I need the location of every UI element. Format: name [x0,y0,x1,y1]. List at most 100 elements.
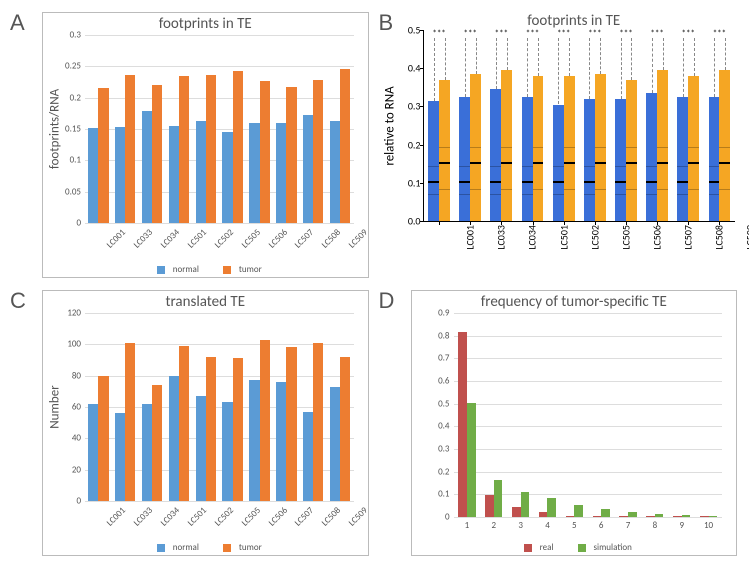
x-label: LC507 [293,227,316,250]
panel-label-d: D [379,288,395,314]
bar [179,76,189,223]
bar [494,480,503,517]
bar [222,132,232,223]
chart-c-title: translated TE [43,293,368,311]
x-label: LC505 [239,505,262,528]
bar [566,516,575,517]
panel-a: A footprints in TE footprints/RNA 00.050… [8,8,373,282]
bar [115,413,125,501]
bar [539,512,548,517]
x-label: 3 [518,520,523,531]
x-label: LC502 [212,505,235,528]
legend-item: simulation [570,542,632,553]
legend-c: normaltumor [43,542,368,553]
bar [646,516,655,517]
x-label: LC509 [347,227,370,250]
boxplot-box [584,99,595,221]
bar [88,404,98,501]
boxplot-box [428,101,439,221]
x-label: LC507 [682,225,695,250]
plot-area-d: 00.10.20.30.40.50.60.70.80.912345678910 [454,313,723,517]
x-label: 6 [599,520,604,531]
plot-area-a: footprints/RNA 00.050.10.150.20.250.3LC0… [85,35,354,223]
legend-a: normal tumor [43,264,368,275]
bar [88,128,98,223]
bar [303,412,313,501]
x-label: 9 [679,520,684,531]
bar [467,403,476,517]
bar [233,358,243,501]
panel-d: D frequency of tumor-specific TE 00.10.2… [377,286,742,560]
bar [233,71,243,223]
x-label: 2 [491,520,496,531]
significance-stars: *** [463,28,476,39]
bar [142,111,152,223]
boxplot-box [626,80,637,221]
bar [619,516,628,517]
bar [196,121,206,223]
boxplot-box [522,97,533,221]
panel-label-b: B [379,10,394,36]
legend-item: tumor [215,264,262,275]
x-label: LC501 [185,227,208,250]
legend-d: realsimulation [412,542,737,553]
bar [340,69,350,223]
bar [169,126,179,223]
x-label: 1 [465,520,470,531]
bar [521,492,530,517]
significance-stars: *** [713,28,726,39]
x-label: 8 [653,520,658,531]
bar [458,332,467,517]
x-label: 4 [545,520,550,531]
boxplot-box [564,76,575,221]
x-label: LC506 [266,505,289,528]
legend-item: normal [149,542,199,553]
bar [313,80,323,224]
x-label: LC506 [266,227,289,250]
boxplot-box [533,76,544,221]
x-label: LC506 [651,225,664,250]
x-label: LC001 [105,505,128,528]
bar [179,346,189,501]
boxplot-box [615,99,626,221]
significance-stars: *** [682,28,695,39]
bar [206,75,216,223]
bar [98,376,108,501]
boxplot-box [646,93,657,221]
bar [601,509,610,517]
x-label: LC034 [526,225,539,250]
chart-d-title: frequency of tumor-specific TE [412,293,737,311]
x-label: LC509 [744,225,749,250]
x-label: LC508 [320,227,343,250]
bar [303,115,313,223]
bar [682,515,691,517]
panel-b: B footprints in TE relative to RNA 0.00.… [377,8,742,282]
ylabel-c: Number [48,385,63,428]
x-label: LC501 [185,505,208,528]
bar [206,357,216,501]
chart-a-title: footprints in TE [43,15,368,33]
panel-c: C translated TE Number 020406080100120LC… [8,286,373,560]
bar [98,88,108,223]
x-label: 7 [626,520,631,531]
x-label: LC508 [320,505,343,528]
x-label: LC001 [464,225,477,250]
bar [286,87,296,223]
significance-stars: *** [588,28,601,39]
bar [276,382,286,501]
x-label: LC508 [713,225,726,250]
bar [115,127,125,224]
x-label: LC505 [239,227,262,250]
x-label: LC033 [132,505,155,528]
bar [709,516,718,517]
bar [249,380,259,501]
legend-item: normal [149,264,199,275]
bar [574,505,583,517]
bar [340,357,350,501]
bar [260,81,270,223]
boxplot-box [709,97,720,221]
significance-stars: *** [650,28,663,39]
bar [313,343,323,501]
bar [673,516,682,517]
significance-stars: *** [619,28,632,39]
